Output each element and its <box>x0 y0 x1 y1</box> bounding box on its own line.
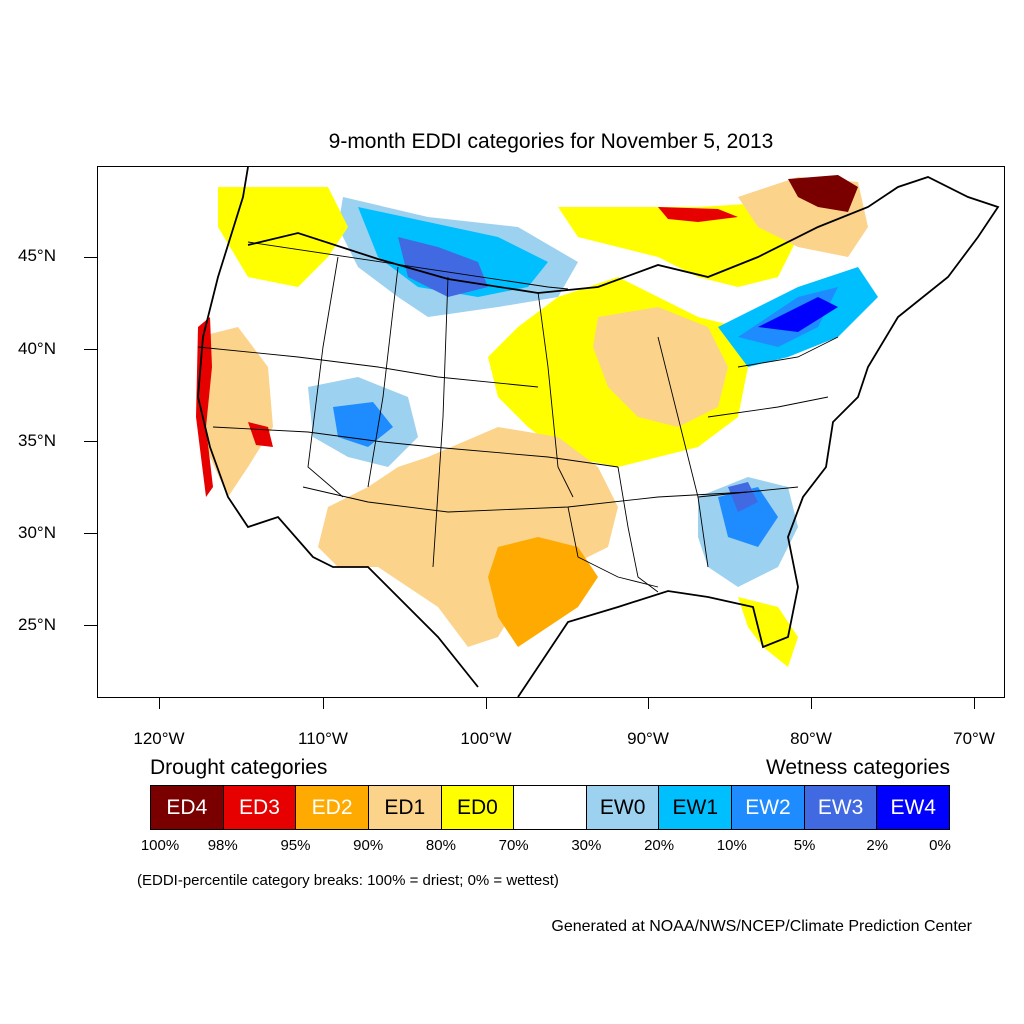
coastline <box>197 167 1000 697</box>
lon-tick <box>486 697 487 709</box>
category-note: (EDDI-percentile category breaks: 100% =… <box>137 872 559 889</box>
legend-break-label: 30% <box>571 837 602 854</box>
lat-tick <box>84 625 97 626</box>
legend-cell-ed2: ED2 <box>296 786 369 829</box>
lat-label-25n: 25°N <box>18 615 56 634</box>
lon-label-80w: 80°W <box>790 729 832 748</box>
legend-cell-ew4: EW4 <box>877 786 950 829</box>
legend-cell-ew3: EW3 <box>804 786 878 829</box>
legend-cell-ed0: ED0 <box>441 786 515 829</box>
lat-label-30n: 30°N <box>18 523 56 542</box>
legend-cell-ed3: ED3 <box>223 786 297 829</box>
lat-tick <box>84 257 97 258</box>
legend-cell-ew2: EW2 <box>732 786 805 829</box>
legend-cell-ed1: ED1 <box>368 786 442 829</box>
legend-cell-ew0: EW0 <box>586 786 660 829</box>
legend-break-label: 90% <box>353 837 384 854</box>
eddi-map <box>196 167 1000 697</box>
lat-tick <box>84 533 97 534</box>
legend-break-label: 2% <box>866 837 889 854</box>
drought-categories-heading: Drought categories <box>150 756 328 779</box>
legend-break-label: 80% <box>425 837 456 854</box>
legend-break-label: 10% <box>716 837 747 854</box>
category-legend-bar: ED4 ED3 ED2 ED1 ED0 EW0 EW1 EW2 EW3 EW4 <box>150 785 950 830</box>
lat-label-35n: 35°N <box>18 431 56 450</box>
legend-cell-ew1: EW1 <box>659 786 733 829</box>
state-boundaries <box>197 241 839 593</box>
map-panel <box>97 166 1005 698</box>
credit-text: Generated at NOAA/NWS/NCEP/Climate Predi… <box>551 918 972 935</box>
lon-tick <box>159 697 160 709</box>
legend-break-label: 100% <box>140 837 180 854</box>
legend-break-label: 5% <box>793 837 816 854</box>
lon-label-100w: 100°W <box>460 729 512 748</box>
legend-break-label: 95% <box>280 837 311 854</box>
lon-label-120w: 120°W <box>133 729 185 748</box>
lon-tick <box>648 697 649 709</box>
legend-cell-neutral <box>514 786 587 829</box>
lon-tick <box>974 697 975 709</box>
lon-label-70w: 70°W <box>953 729 995 748</box>
legend-break-label: 98% <box>207 837 238 854</box>
legend-break-label: 0% <box>929 837 951 854</box>
legend-break-label: 20% <box>644 837 675 854</box>
wetness-categories-heading: Wetness categories <box>765 756 950 779</box>
legend-cell-ed4: ED4 <box>151 786 224 829</box>
map-title: 9-month EDDI categories for November 5, … <box>328 130 774 153</box>
lon-label-110w: 110°W <box>298 729 348 748</box>
lat-tick <box>84 441 97 442</box>
lat-label-45n: 45°N <box>18 246 56 265</box>
lon-label-90w: 90°W <box>627 729 669 748</box>
lat-label-40n: 40°N <box>18 339 56 358</box>
lat-tick <box>84 349 97 350</box>
lon-tick <box>811 697 812 709</box>
lon-tick <box>323 697 324 709</box>
legend-break-label: 70% <box>498 837 529 854</box>
